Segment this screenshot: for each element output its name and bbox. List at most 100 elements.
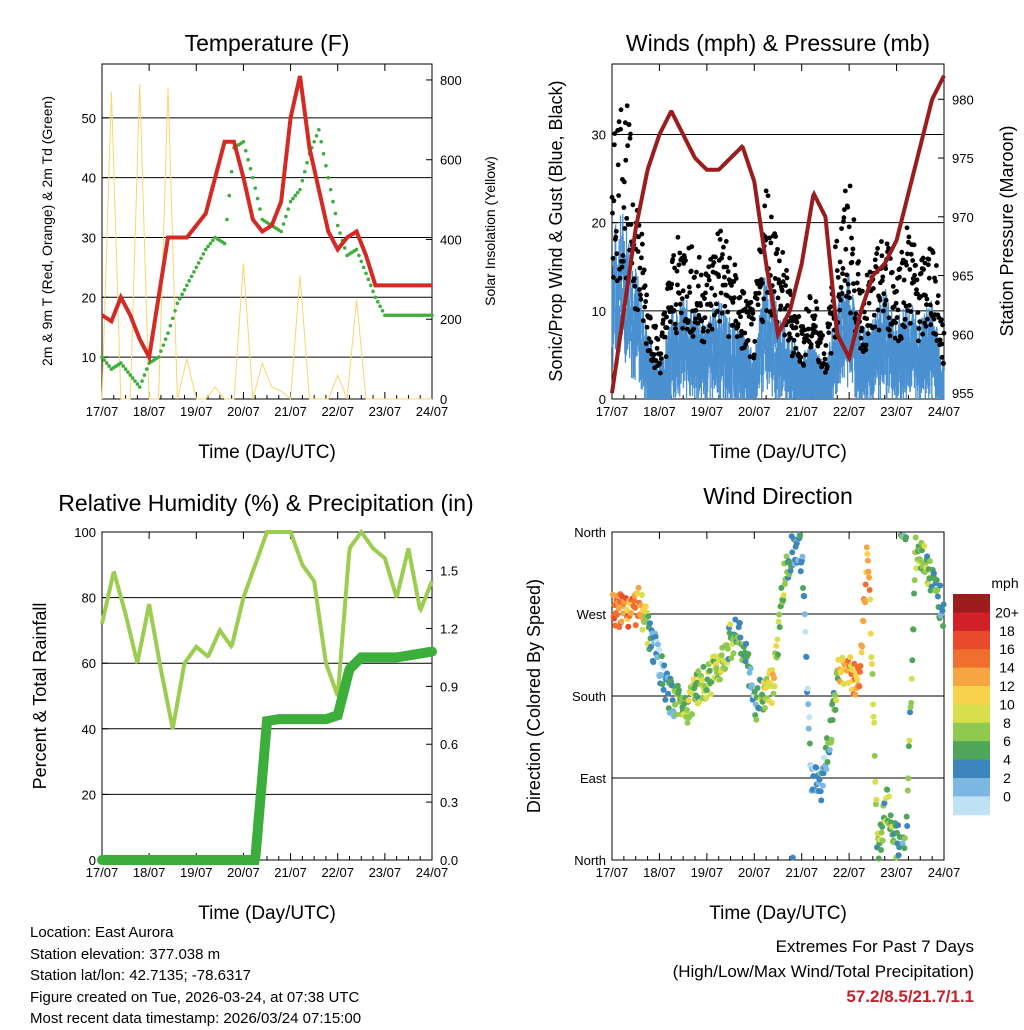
gust-point bbox=[806, 308, 812, 314]
gust-point bbox=[863, 342, 869, 348]
gust-point bbox=[622, 225, 628, 231]
dewpoint-point bbox=[364, 271, 368, 276]
direction-point bbox=[613, 611, 620, 618]
x-tick-label: 23/07 bbox=[369, 865, 402, 880]
direction-point bbox=[745, 651, 752, 658]
gust-point bbox=[658, 351, 664, 357]
dewpoint-point bbox=[253, 186, 258, 190]
dewpoint-point bbox=[300, 178, 305, 183]
gust-point bbox=[878, 239, 884, 244]
gust-point bbox=[729, 282, 734, 288]
dewpoint-point bbox=[156, 355, 161, 359]
gust-point bbox=[708, 303, 714, 309]
direction-point bbox=[911, 577, 918, 584]
direction-point bbox=[864, 557, 871, 564]
gust-point bbox=[640, 318, 646, 324]
direction-point bbox=[875, 855, 882, 862]
gust-point bbox=[813, 299, 819, 305]
gust-point bbox=[688, 268, 694, 274]
gust-point bbox=[775, 295, 781, 301]
gust-point bbox=[794, 319, 800, 325]
dewpoint-point bbox=[166, 331, 170, 335]
dewpoint-point bbox=[208, 241, 213, 246]
y2-tick-label: 955 bbox=[952, 386, 974, 401]
direction-ylabel: Direction (Colored By Speed) bbox=[524, 579, 544, 813]
direction-point bbox=[780, 592, 787, 599]
direction-point bbox=[926, 558, 933, 565]
dewpoint-point bbox=[255, 196, 260, 201]
dewpoint-point bbox=[225, 217, 229, 222]
direction-point bbox=[838, 667, 845, 674]
dewpoint-point bbox=[182, 288, 187, 292]
gust-point bbox=[803, 352, 808, 358]
gust-point bbox=[758, 249, 764, 255]
gust-point bbox=[933, 278, 938, 284]
gust-point bbox=[786, 331, 792, 337]
legend-swatch bbox=[953, 649, 990, 669]
gust-point bbox=[824, 364, 830, 370]
direction-point bbox=[863, 544, 870, 551]
y2-tick-label: 400 bbox=[440, 232, 462, 247]
gust-point bbox=[821, 351, 827, 357]
gust-point bbox=[877, 297, 883, 303]
dewpoint-point bbox=[142, 373, 147, 377]
gust-point bbox=[752, 339, 758, 344]
y2-tick-label: 0 bbox=[440, 392, 447, 407]
gust-point bbox=[623, 157, 629, 163]
direction-point bbox=[675, 687, 682, 694]
gust-point bbox=[858, 335, 864, 341]
gust-point bbox=[706, 264, 712, 270]
gust-point bbox=[883, 297, 889, 303]
legend-label: 12 bbox=[999, 678, 1015, 694]
gust-point bbox=[854, 280, 860, 286]
gust-point bbox=[777, 258, 782, 264]
gust-point bbox=[793, 345, 798, 351]
gust-point bbox=[848, 310, 853, 316]
legend-label: 4 bbox=[1003, 752, 1011, 768]
y2-tick-label: 980 bbox=[952, 92, 974, 107]
gust-point bbox=[705, 328, 711, 334]
direction-point bbox=[631, 597, 638, 604]
x-tick-label: 18/07 bbox=[133, 865, 166, 880]
gust-point bbox=[924, 296, 930, 302]
dewpoint-point bbox=[251, 175, 255, 180]
legend-label: 0 bbox=[1003, 788, 1011, 804]
direction-point bbox=[661, 662, 668, 669]
extremes-values: 57.2/8.5/21.7/1.1 bbox=[846, 987, 974, 1006]
gust-point bbox=[902, 324, 908, 330]
dewpoint-point bbox=[248, 166, 253, 171]
gust-point bbox=[669, 281, 675, 287]
direction-point bbox=[635, 584, 642, 591]
gust-point bbox=[923, 293, 928, 298]
direction-point bbox=[879, 837, 886, 844]
dewpoint-point bbox=[366, 277, 371, 282]
gust-point bbox=[817, 340, 823, 345]
gust-point bbox=[648, 339, 654, 345]
gust-point bbox=[875, 307, 881, 313]
dewpoint-point bbox=[199, 256, 203, 261]
gust-point bbox=[660, 317, 666, 323]
gust-point bbox=[928, 322, 934, 328]
direction-point bbox=[823, 735, 830, 742]
gust-point bbox=[863, 347, 869, 353]
gust-point bbox=[749, 307, 755, 313]
dewpoint-point bbox=[286, 207, 291, 211]
gust-point bbox=[851, 281, 856, 287]
gust-point bbox=[638, 296, 644, 302]
station-latlon: Station lat/lon: 42.7135; -78.6317 bbox=[30, 967, 252, 984]
gust-point bbox=[840, 271, 845, 277]
dewpoint-point bbox=[354, 247, 359, 252]
gust-point bbox=[678, 310, 684, 316]
y2-tick-label: 200 bbox=[440, 312, 462, 327]
direction-point bbox=[824, 759, 831, 766]
direction-point bbox=[685, 697, 692, 704]
y-tick-label: 30 bbox=[82, 230, 96, 245]
direction-point bbox=[885, 793, 892, 800]
gust-point bbox=[635, 249, 641, 254]
gust-point bbox=[937, 337, 943, 343]
y-tick-label: 30 bbox=[592, 128, 606, 143]
y2-tick-label: 970 bbox=[952, 210, 974, 225]
direction-point bbox=[884, 786, 891, 793]
direction-point bbox=[810, 773, 817, 780]
x-tick-label: 19/07 bbox=[691, 404, 724, 419]
